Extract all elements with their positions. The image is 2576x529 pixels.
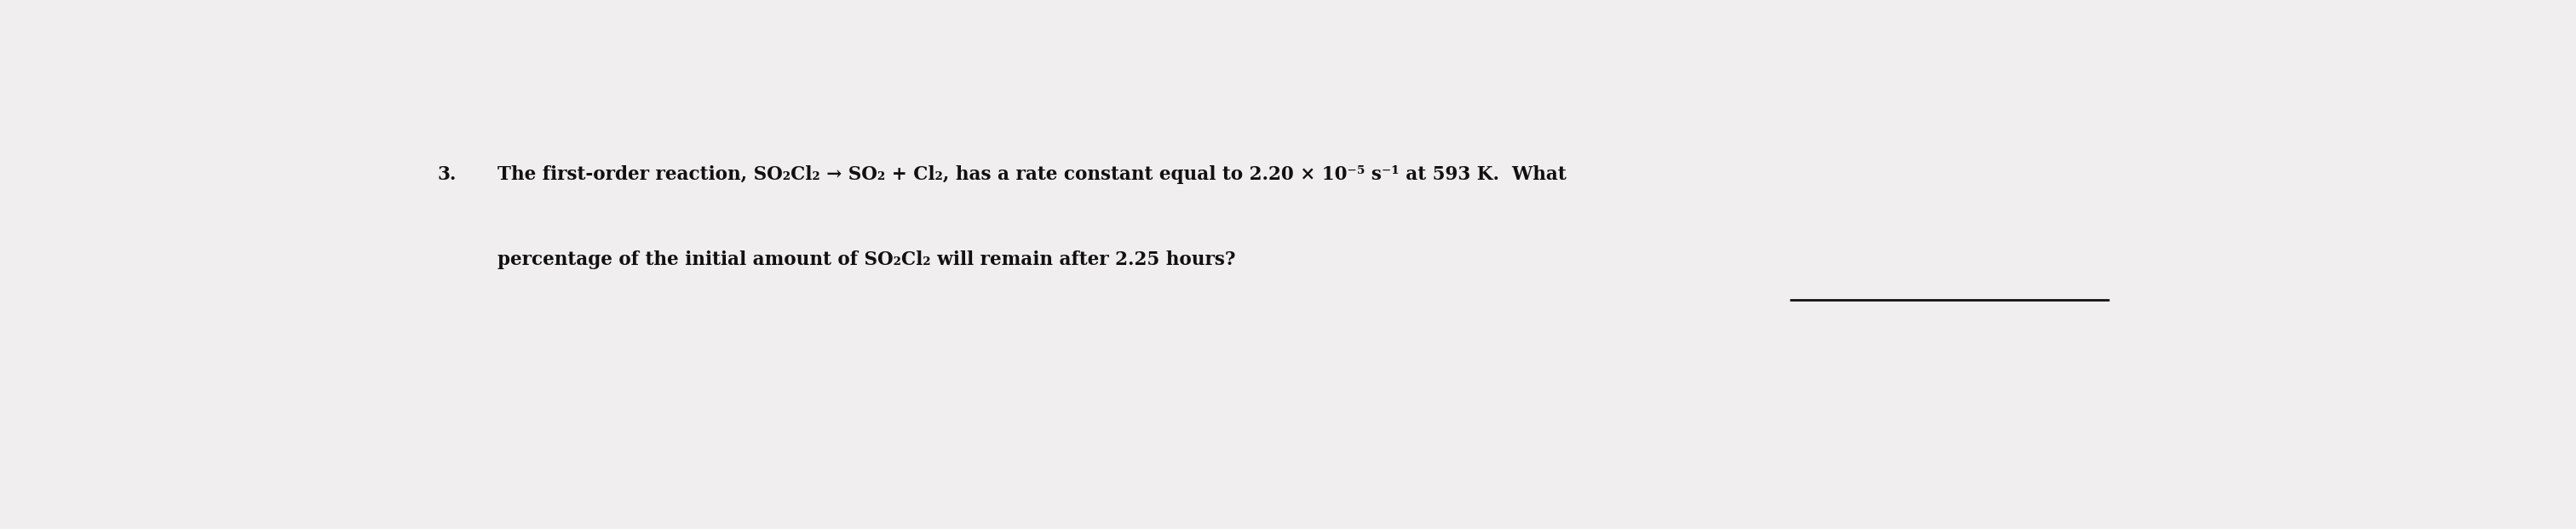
Text: The first-order reaction, SO₂Cl₂ → SO₂ + Cl₂, has a rate constant equal to 2.20 : The first-order reaction, SO₂Cl₂ → SO₂ +… [497,165,1566,184]
Text: 3.: 3. [438,165,456,184]
Text: percentage of the initial amount of SO₂Cl₂ will remain after 2.25 hours?: percentage of the initial amount of SO₂C… [497,251,1236,270]
